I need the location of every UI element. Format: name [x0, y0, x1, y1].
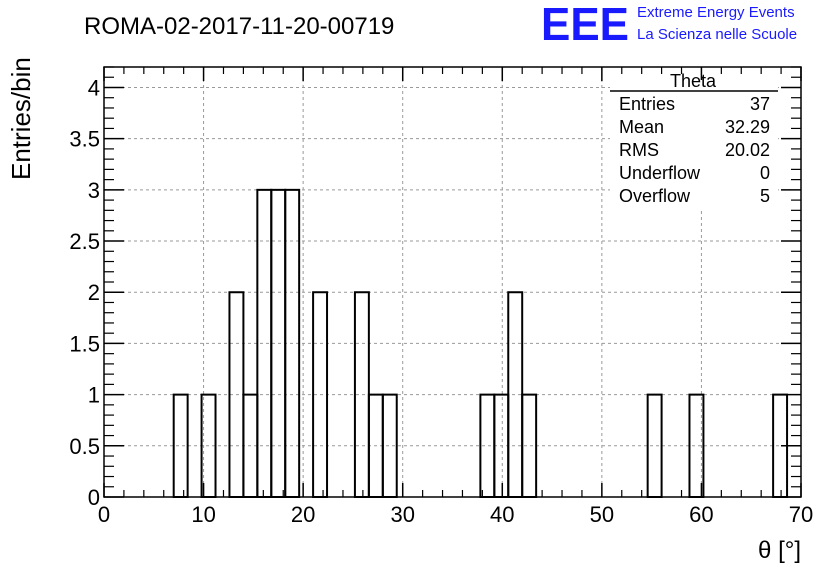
stats-label: RMS	[619, 140, 659, 160]
y-tick-label: 0	[88, 485, 100, 510]
eee-logo-letters: EEE	[541, 0, 629, 50]
axis-ticks	[103, 66, 802, 498]
stats-box-title: Theta	[670, 71, 717, 91]
y-tick-label: 3.5	[69, 127, 100, 152]
stats-box: Theta Entries 37 Mean 32.29 RMS 20.02 Underflo…	[610, 71, 778, 208]
stats-value: 37	[750, 94, 770, 114]
y-tick-label: 3	[88, 178, 100, 203]
y-tick-label: 4	[88, 75, 100, 100]
stats-label: Overflow	[619, 186, 691, 206]
stats-label: Entries	[619, 94, 675, 114]
stats-label: Underflow	[619, 163, 701, 183]
stats-value: 5	[760, 186, 770, 206]
y-tick-label: 1	[88, 383, 100, 408]
eee-logo-line1: Extreme Energy Events	[637, 4, 795, 21]
x-tick-label: 50	[590, 502, 614, 527]
x-tick-label: 40	[490, 502, 514, 527]
x-tick-label: 60	[689, 502, 713, 527]
stats-value: 32.29	[725, 117, 770, 137]
eee-logo-line2: La Scienza nelle Scuole	[637, 26, 797, 43]
x-tick-label: 30	[390, 502, 414, 527]
y-tick-label: 2.5	[69, 229, 100, 254]
stats-value: 0	[760, 163, 770, 183]
x-tick-label: 20	[291, 502, 315, 527]
x-tick-label: 10	[191, 502, 215, 527]
stats-label: Mean	[619, 117, 664, 137]
eee-logo: EEE Extreme Energy Events La Scienza nel…	[541, 0, 797, 50]
grid	[104, 67, 801, 497]
y-axis-label: Entries/bin	[6, 57, 36, 180]
chart-title: ROMA-02-2017-11-20-00719	[84, 13, 394, 40]
stats-box-background	[610, 80, 778, 208]
stats-value: 20.02	[725, 140, 770, 160]
x-axis-label: θ [°]	[758, 537, 801, 564]
x-tick-label: 70	[789, 502, 813, 527]
x-tick-label: 0	[98, 502, 110, 527]
y-tick-label: 1.5	[69, 331, 100, 356]
y-tick-label: 2	[88, 280, 100, 305]
y-tick-label: 0.5	[69, 434, 100, 459]
stats-rows: Entries 37 Mean 32.29 RMS 20.02 Underflow 0 Over…	[619, 94, 770, 206]
